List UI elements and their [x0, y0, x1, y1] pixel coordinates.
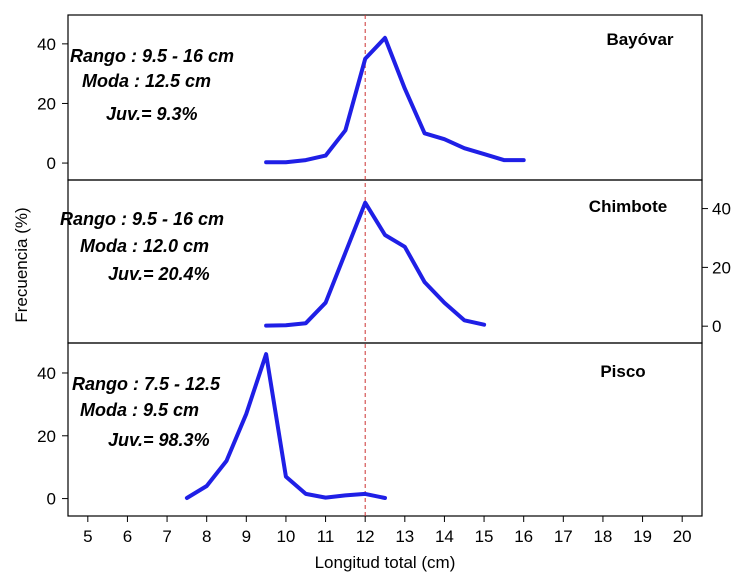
y-tick-label-right: 20 [712, 258, 731, 277]
y-tick-label: 20 [37, 94, 56, 113]
panel-stat-2-2: Moda : 12.0 cm [80, 236, 209, 256]
panel-stat-2-3: Juv.= 20.4% [108, 264, 210, 284]
x-tick-label: 5 [83, 527, 92, 546]
y-tick-label-right: 40 [712, 200, 731, 219]
x-axis-title: Longitud total (cm) [315, 553, 456, 572]
x-tick-label: 15 [475, 527, 494, 546]
panel-stat-3-2: Moda : 9.5 cm [80, 400, 199, 420]
y-tick-label: 0 [47, 490, 56, 509]
series-line-1 [264, 35, 526, 165]
x-tick-label: 8 [202, 527, 211, 546]
x-tick-label: 9 [242, 527, 251, 546]
x-tick-label: 10 [276, 527, 295, 546]
x-tick-label: 17 [554, 527, 573, 546]
series-line-3 [184, 352, 387, 500]
panel-stat-2-1: Rango : 9.5 - 16 cm [60, 209, 224, 229]
x-tick-label: 6 [123, 527, 132, 546]
x-tick-label: 14 [435, 527, 454, 546]
y-axis-title: Frecuencia (%) [12, 207, 31, 322]
panel-stat-1-3: Juv.= 9.3% [106, 104, 198, 124]
x-tick-label: 13 [395, 527, 414, 546]
series-line-2 [264, 200, 487, 328]
x-tick-label: 20 [673, 527, 692, 546]
y-tick-label: 40 [37, 364, 56, 383]
panel-stat-3-1: Rango : 7.5 - 12.5 [72, 374, 221, 394]
y-tick-label: 20 [37, 427, 56, 446]
panel-frame-3 [67, 342, 703, 517]
x-tick-label: 7 [162, 527, 171, 546]
panel-title-1: Bayóvar [606, 30, 673, 49]
x-tick-label: 19 [633, 527, 652, 546]
y-tick-label: 40 [37, 35, 56, 54]
panel-stat-1-2: Moda : 12.5 cm [82, 71, 211, 91]
panel-stat-1-1: Rango : 9.5 - 16 cm [70, 46, 234, 66]
x-tick-label: 11 [317, 527, 335, 546]
x-tick-label: 16 [514, 527, 533, 546]
x-tick-label: 12 [356, 527, 375, 546]
y-tick-label-right: 0 [712, 317, 721, 336]
panel-title-3: Pisco [600, 362, 645, 381]
x-tick-label: 18 [593, 527, 612, 546]
panel-title-2: Chimbote [589, 197, 667, 216]
y-tick-label: 0 [47, 154, 56, 173]
panel-stat-3-3: Juv.= 98.3% [108, 430, 210, 450]
